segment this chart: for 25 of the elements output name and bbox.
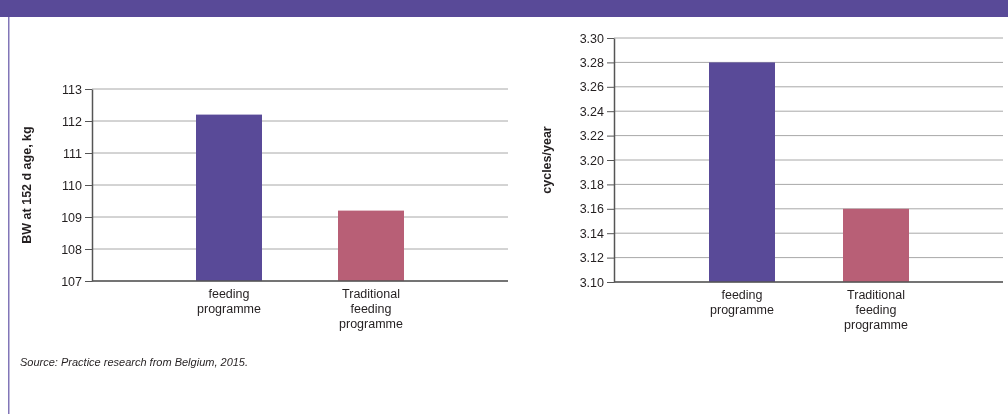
x-tick-label: Traditional feeding programme [844, 288, 908, 332]
source-note: Source: Practice research from Belgium, 2015. [20, 356, 249, 368]
y-tick-label: 110 [62, 178, 83, 193]
y-tick-label: 108 [61, 242, 83, 257]
y-tick-label: 3.16 [579, 202, 605, 217]
y-tick-label: 3.20 [579, 153, 605, 168]
x-tick-label: feeding programme [197, 287, 261, 316]
y-tick-label: 112 [62, 114, 83, 129]
y-tick-label: 3.18 [579, 177, 605, 192]
y-tick-label: 113 [62, 82, 83, 97]
y-axis-title: cycles/year [540, 126, 554, 194]
y-tick-label: 3.10 [579, 275, 605, 290]
y-tick-label: 3.14 [579, 226, 605, 241]
y-tick-label: 3.30 [579, 31, 605, 46]
x-tick-label: feeding programme [710, 288, 774, 317]
y-axis-title: BW at 152 d age, kg [20, 126, 34, 244]
y-tick-label: 111 [62, 146, 83, 161]
y-tick-label: 3.22 [579, 129, 605, 144]
x-tick-label: Traditional feeding programme [339, 287, 403, 331]
y-tick-label: 107 [61, 274, 83, 289]
y-tick-label: 109 [61, 210, 83, 225]
y-tick-label: 3.24 [579, 104, 605, 119]
y-tick-label: 3.28 [579, 55, 605, 70]
y-tick-label: 3.12 [579, 251, 605, 266]
y-tick-label: 3.26 [579, 80, 605, 95]
